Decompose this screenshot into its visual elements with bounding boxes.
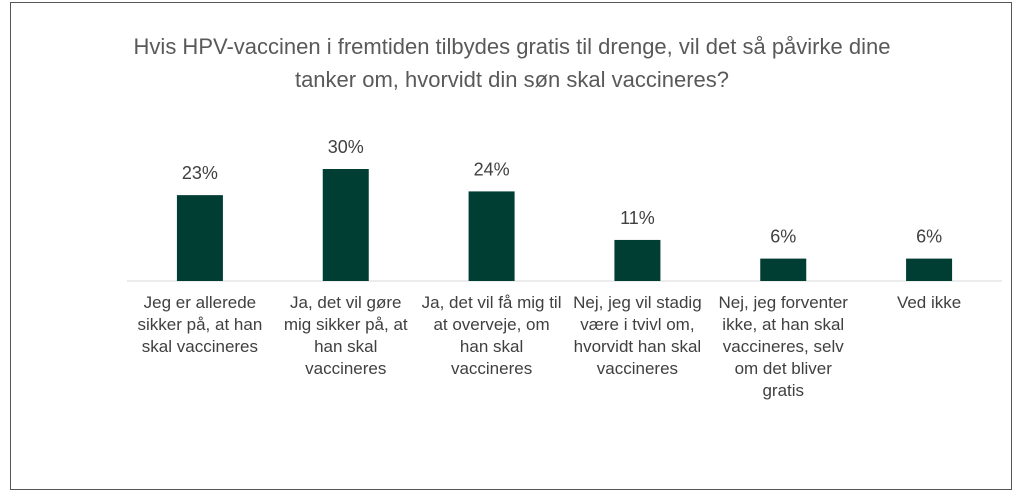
chart-title: Hvis HPV-vaccinen i fremtiden tilbydes g… bbox=[133, 34, 891, 92]
bar bbox=[468, 191, 515, 281]
bar bbox=[322, 169, 369, 281]
value-label: 24% bbox=[474, 159, 510, 179]
category-label: Ja, det vil få mig til at overveje, om h… bbox=[421, 293, 562, 378]
bar bbox=[614, 239, 661, 281]
category-label: Nej, jeg vil stadig være i tvivl om, hvo… bbox=[573, 293, 702, 378]
value-label: 23% bbox=[182, 163, 218, 183]
value-label: 11% bbox=[620, 208, 655, 228]
value-label: 6% bbox=[916, 227, 942, 247]
category-label: Ved ikke bbox=[896, 293, 962, 312]
category-label: Nej, jeg forventer ikke, at han skal vac… bbox=[718, 293, 848, 400]
bar bbox=[760, 258, 807, 281]
bar bbox=[906, 258, 953, 281]
bar bbox=[176, 195, 223, 281]
category-label: Jeg er allerede sikker på, at han skal v… bbox=[137, 293, 263, 356]
category-label: Ja, det vil gøre mig sikker på, at han s… bbox=[283, 293, 408, 378]
value-label: 6% bbox=[770, 227, 796, 247]
value-label: 30% bbox=[328, 137, 364, 157]
chart-frame bbox=[10, 2, 1012, 490]
